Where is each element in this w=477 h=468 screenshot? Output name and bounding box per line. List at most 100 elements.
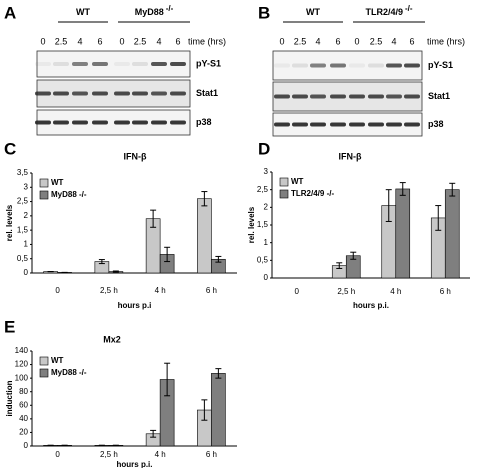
- blot-band: [170, 91, 186, 96]
- bar: [395, 188, 411, 279]
- legend-label: WT: [291, 177, 304, 186]
- y-tick-label: 0: [24, 268, 29, 277]
- lane-label: 2.5: [370, 36, 383, 46]
- blot-band: [35, 120, 51, 125]
- row-label: Stat1: [196, 88, 218, 98]
- y-axis-label: rel. levels: [5, 204, 14, 241]
- blot-band: [114, 120, 130, 125]
- y-tick-label: 2: [264, 202, 269, 211]
- blot-band: [310, 94, 326, 99]
- y-tick-label: 20: [19, 428, 28, 437]
- genotype-name: MyD88: [135, 7, 164, 17]
- blot-band: [92, 62, 108, 66]
- legend-label: MyD88 -/-: [51, 190, 87, 199]
- blot-band: [274, 63, 290, 68]
- row-label: pY-S1: [196, 58, 221, 68]
- blot-band: [53, 62, 69, 66]
- x-tick-label: 6 h: [206, 450, 217, 459]
- legend-swatch: [279, 189, 289, 199]
- blot-band: [53, 91, 69, 96]
- blot-band: [330, 63, 346, 68]
- lane-label: 6: [335, 36, 340, 46]
- lane-label: 0: [40, 36, 45, 46]
- lane-label: 6: [97, 36, 102, 46]
- blot-band: [292, 94, 308, 99]
- blot-band: [404, 94, 420, 99]
- chart-title: Mx2: [103, 334, 121, 344]
- blot-band: [170, 120, 186, 125]
- legend-swatch: [279, 177, 289, 187]
- lane-label: 6: [409, 36, 414, 46]
- row-label: p38: [196, 117, 212, 127]
- lane-label: 4: [315, 36, 320, 46]
- panel-letter: A: [4, 3, 16, 22]
- blot-band: [72, 62, 88, 66]
- blot-band: [151, 62, 167, 66]
- lane-label: 4: [156, 36, 161, 46]
- blot-band: [35, 62, 51, 66]
- blot-band: [386, 63, 402, 68]
- blot-band: [35, 91, 51, 96]
- blot-band: [349, 63, 365, 68]
- genotype-name: TLR2/4/9: [365, 7, 403, 17]
- y-tick-label: 3,5: [17, 168, 29, 177]
- y-axis-label: induction: [5, 380, 14, 416]
- genotype-superscript: -/-: [166, 4, 174, 13]
- bar: [211, 373, 226, 447]
- genotype-name: WT: [306, 7, 320, 17]
- blot-band: [92, 91, 108, 96]
- y-axis-label: rel. levels: [247, 206, 256, 243]
- blot-band: [292, 122, 308, 127]
- blot-band: [72, 91, 88, 96]
- y-tick-label: 0,5: [17, 254, 29, 263]
- y-tick-label: 2,5: [257, 185, 269, 194]
- blot-band: [404, 63, 420, 68]
- y-tick-label: 0: [24, 441, 29, 450]
- blot-band: [386, 94, 402, 99]
- blot-band: [349, 122, 365, 127]
- blot-band: [114, 62, 130, 66]
- legend-label: WT: [51, 356, 64, 365]
- genotype-label: TLR2/4/9 -/-: [365, 4, 412, 17]
- blot-band: [330, 94, 346, 99]
- blot-band: [92, 120, 108, 125]
- x-axis-label: hours p.i: [118, 301, 152, 310]
- y-tick-label: 3: [264, 167, 269, 176]
- panel-letter: D: [258, 139, 270, 158]
- y-tick-label: 120: [15, 360, 29, 369]
- y-tick-label: 100: [15, 373, 29, 382]
- blot-band: [53, 120, 69, 125]
- x-tick-label: 6 h: [440, 287, 451, 296]
- x-tick-label: 0: [55, 286, 60, 295]
- error-bar: [112, 270, 119, 273]
- error-bar: [215, 368, 222, 379]
- blot: [272, 112, 423, 137]
- blot-band: [368, 122, 384, 127]
- error-bar: [201, 191, 208, 207]
- y-tick-label: 0: [264, 273, 269, 282]
- legend-swatch: [39, 368, 49, 378]
- legend-swatch: [39, 178, 49, 188]
- genotype-name: WT: [76, 7, 90, 17]
- error-bar: [150, 209, 157, 228]
- panel-letter: C: [4, 139, 16, 158]
- x-tick-label: 4 h: [155, 286, 166, 295]
- blot-band: [404, 122, 420, 127]
- error-bar: [336, 262, 343, 269]
- lane-label: 4: [77, 36, 82, 46]
- x-tick-label: 4 h: [390, 287, 401, 296]
- blot-band: [72, 120, 88, 125]
- blot-band: [132, 91, 148, 96]
- lane-label: 2.5: [55, 36, 68, 46]
- x-axis-label: hours p.i.: [117, 460, 153, 468]
- error-bar: [399, 182, 406, 196]
- blot-band: [132, 120, 148, 125]
- error-bar: [150, 429, 157, 438]
- legend-swatch: [39, 356, 49, 366]
- y-tick-label: 1: [24, 240, 29, 249]
- y-tick-label: 1: [264, 238, 269, 247]
- blot-band: [292, 63, 308, 68]
- row-label: pY-S1: [428, 60, 453, 70]
- x-tick-label: 2,5 h: [337, 287, 355, 296]
